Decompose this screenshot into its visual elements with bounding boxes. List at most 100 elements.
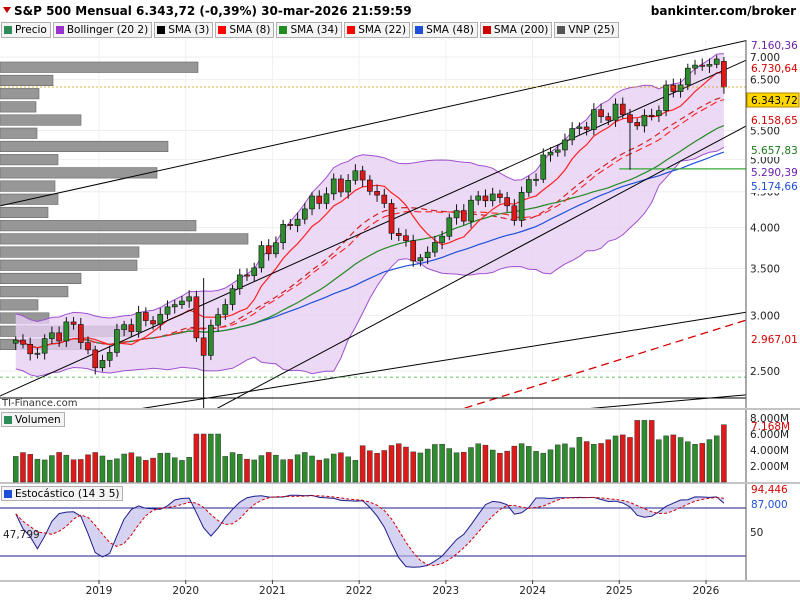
candle-body — [20, 339, 26, 345]
candle-body — [605, 116, 612, 121]
candle-body — [634, 122, 641, 127]
candle-body — [619, 103, 626, 115]
volume-bar — [518, 443, 525, 483]
legend-swatch — [279, 26, 288, 34]
volume-bar — [143, 460, 149, 483]
volume-bar — [316, 459, 322, 483]
volume-bar — [677, 437, 684, 483]
price-badge: 5.290,39 — [751, 167, 798, 179]
volume-bar — [627, 437, 633, 483]
brand-link[interactable]: bankinter.com/broker — [650, 4, 796, 18]
volume-bar — [388, 445, 395, 483]
candle-body — [244, 274, 250, 277]
volume-bar — [591, 444, 597, 483]
volume-bar — [583, 441, 590, 483]
legend-item-sma-200[interactable]: SMA (200) — [479, 22, 553, 38]
legend-item-sma-48[interactable]: SMA (48) — [412, 22, 478, 38]
volume-bar — [663, 435, 669, 483]
volume-bar — [410, 451, 416, 483]
volume-bar — [70, 459, 77, 483]
volume-bar — [251, 459, 257, 483]
price-badge: 6.158,65 — [751, 115, 798, 127]
price-tick-label: 5.500 — [750, 126, 780, 138]
volume-bar — [258, 455, 265, 483]
candle-body — [410, 240, 417, 262]
candle-body — [280, 224, 286, 244]
stochastic-left-label: 47,799 — [3, 529, 40, 541]
vnp-bar — [0, 101, 37, 113]
volume-bar — [562, 443, 568, 483]
volume-bar — [150, 457, 156, 483]
candle-body — [533, 178, 539, 181]
stochastic-label: Estocástico (14 3 5) — [15, 487, 120, 500]
price-badge-bg — [747, 113, 799, 127]
legend-swatch — [415, 26, 424, 34]
legend-swatch — [4, 489, 12, 498]
volume-bar — [706, 439, 713, 483]
legend-item-sma-3[interactable]: SMA (3) — [154, 22, 214, 38]
candle-body — [200, 337, 207, 356]
volume-bar — [56, 452, 62, 483]
legend-item-precio[interactable]: Precio — [1, 22, 51, 38]
candle-body — [692, 64, 698, 69]
candle-body — [663, 84, 669, 111]
legend-swatch — [347, 26, 356, 34]
candle-body — [424, 251, 431, 259]
volume-bar — [323, 458, 330, 483]
legend-label: SMA (22) — [358, 24, 407, 36]
volume-bar — [432, 444, 438, 483]
candle-body — [713, 58, 720, 65]
volume-bar — [670, 434, 677, 483]
candle-body — [251, 267, 258, 276]
vnp-bar — [0, 61, 199, 73]
candle-body — [446, 217, 453, 237]
volume-bar — [186, 457, 192, 483]
candle-body — [186, 296, 193, 302]
candle-body — [489, 193, 496, 202]
volume-bar — [280, 459, 286, 483]
dropdown-triangle-icon[interactable] — [3, 7, 11, 13]
stochastic-panel-label[interactable]: Estocástico (14 3 5) — [1, 486, 124, 501]
volume-bar — [193, 433, 200, 483]
vnp-bar — [0, 272, 82, 285]
legend-item-sma-8[interactable]: SMA (8) — [215, 22, 275, 38]
legend-item-sma-34[interactable]: SMA (34) — [276, 22, 343, 38]
volume-bar — [685, 441, 691, 483]
volume-bar — [294, 454, 301, 483]
candle-body — [128, 324, 135, 332]
candle-body — [547, 151, 554, 156]
price-badge: 7.160,36 — [751, 40, 798, 52]
candle-body — [395, 233, 402, 237]
volume-bar — [99, 455, 106, 483]
legend-label: Precio — [15, 24, 47, 36]
candle-body — [598, 109, 604, 117]
candle-body — [316, 195, 323, 204]
legend-label: Bollinger (20 2) — [66, 24, 149, 36]
candle-body — [684, 67, 691, 86]
price-badge-bg — [746, 92, 800, 108]
vnp-bar — [0, 246, 140, 258]
candle-body — [453, 210, 460, 219]
legend-item-vnp[interactable]: VNP (25) — [554, 22, 619, 38]
price-badge: 5.657,83 — [751, 145, 798, 157]
legend-item-sma-22[interactable]: SMA (22) — [344, 22, 411, 38]
volume-bar — [721, 424, 727, 483]
candle-body — [612, 103, 619, 121]
candle-body — [330, 178, 337, 195]
volume-panel-label[interactable]: Volumen — [1, 412, 65, 427]
price-badge-bg — [747, 143, 799, 157]
volume-bar — [330, 453, 337, 483]
volume-label: Volumen — [15, 413, 61, 426]
candle-body — [417, 257, 424, 262]
price-tick-label: 6.500 — [750, 75, 780, 87]
candle-body — [656, 110, 662, 116]
volume-bar — [598, 443, 604, 483]
candle-body — [374, 191, 380, 196]
legend-label: SMA (3) — [168, 24, 210, 36]
candle-body — [670, 84, 677, 92]
legend-item-bollinger[interactable]: Bollinger (20 2) — [52, 22, 153, 38]
volume-bar — [504, 450, 510, 483]
volume-bar — [417, 452, 424, 483]
volume-bar — [533, 451, 539, 483]
